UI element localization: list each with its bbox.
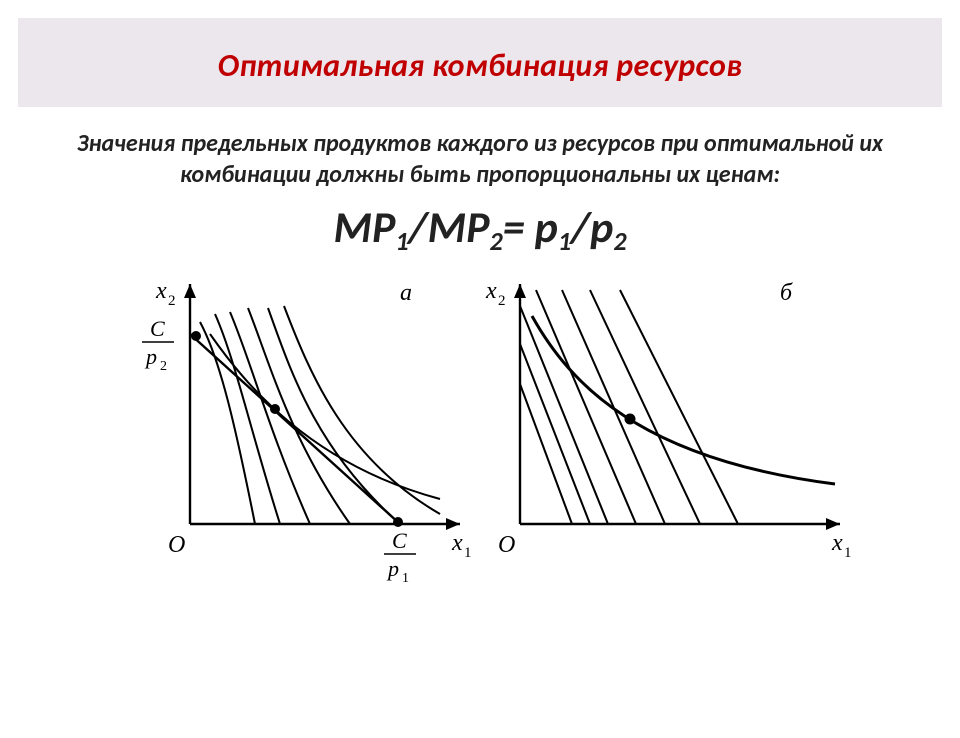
svg-text:2: 2: [160, 359, 167, 374]
svg-text:x: x: [451, 530, 463, 556]
subtitle-text: Значения предельных продуктов каждого из…: [46, 129, 914, 190]
svg-text:2: 2: [168, 293, 176, 309]
svg-text:p: p: [144, 344, 157, 369]
svg-text:x: x: [485, 278, 497, 304]
economics-diagram: x2x1OаCp2Cp1x2x1Oб: [100, 264, 860, 584]
formula-psub2: 2: [613, 225, 626, 257]
panel-a: x2x1OаCp2Cp1: [142, 278, 472, 584]
svg-text:1: 1: [402, 571, 409, 584]
svg-text:C: C: [392, 528, 407, 553]
formula-slash2: /p: [571, 200, 613, 254]
svg-text:O: O: [168, 532, 185, 558]
formula-mp2: MP: [428, 200, 490, 254]
panel-b: x2x1Oб: [485, 278, 852, 561]
diagram-container: x2x1OаCp2Cp1x2x1Oб: [0, 264, 960, 584]
formula-sub1: 1: [395, 225, 408, 257]
formula-slash1: /: [409, 200, 428, 254]
svg-text:x: x: [831, 530, 843, 556]
page-title: Оптимальная комбинация ресурсов: [28, 46, 932, 85]
svg-text:1: 1: [464, 545, 472, 561]
svg-text:x: x: [155, 278, 167, 304]
svg-text:2: 2: [498, 293, 506, 309]
formula-psub1: 1: [558, 225, 571, 257]
svg-text:а: а: [400, 280, 412, 306]
svg-text:б: б: [780, 280, 793, 306]
formula-sub2: 2: [490, 225, 503, 257]
formula-eq: = p: [503, 200, 558, 254]
title-band: Оптимальная комбинация ресурсов: [18, 18, 942, 107]
formula-mp1: MP: [333, 200, 395, 254]
svg-text:C: C: [150, 316, 165, 341]
svg-text:O: O: [498, 532, 515, 558]
formula: MP1/MP2= p1/p2: [0, 200, 960, 254]
svg-text:p: p: [386, 556, 399, 581]
svg-text:1: 1: [844, 545, 852, 561]
